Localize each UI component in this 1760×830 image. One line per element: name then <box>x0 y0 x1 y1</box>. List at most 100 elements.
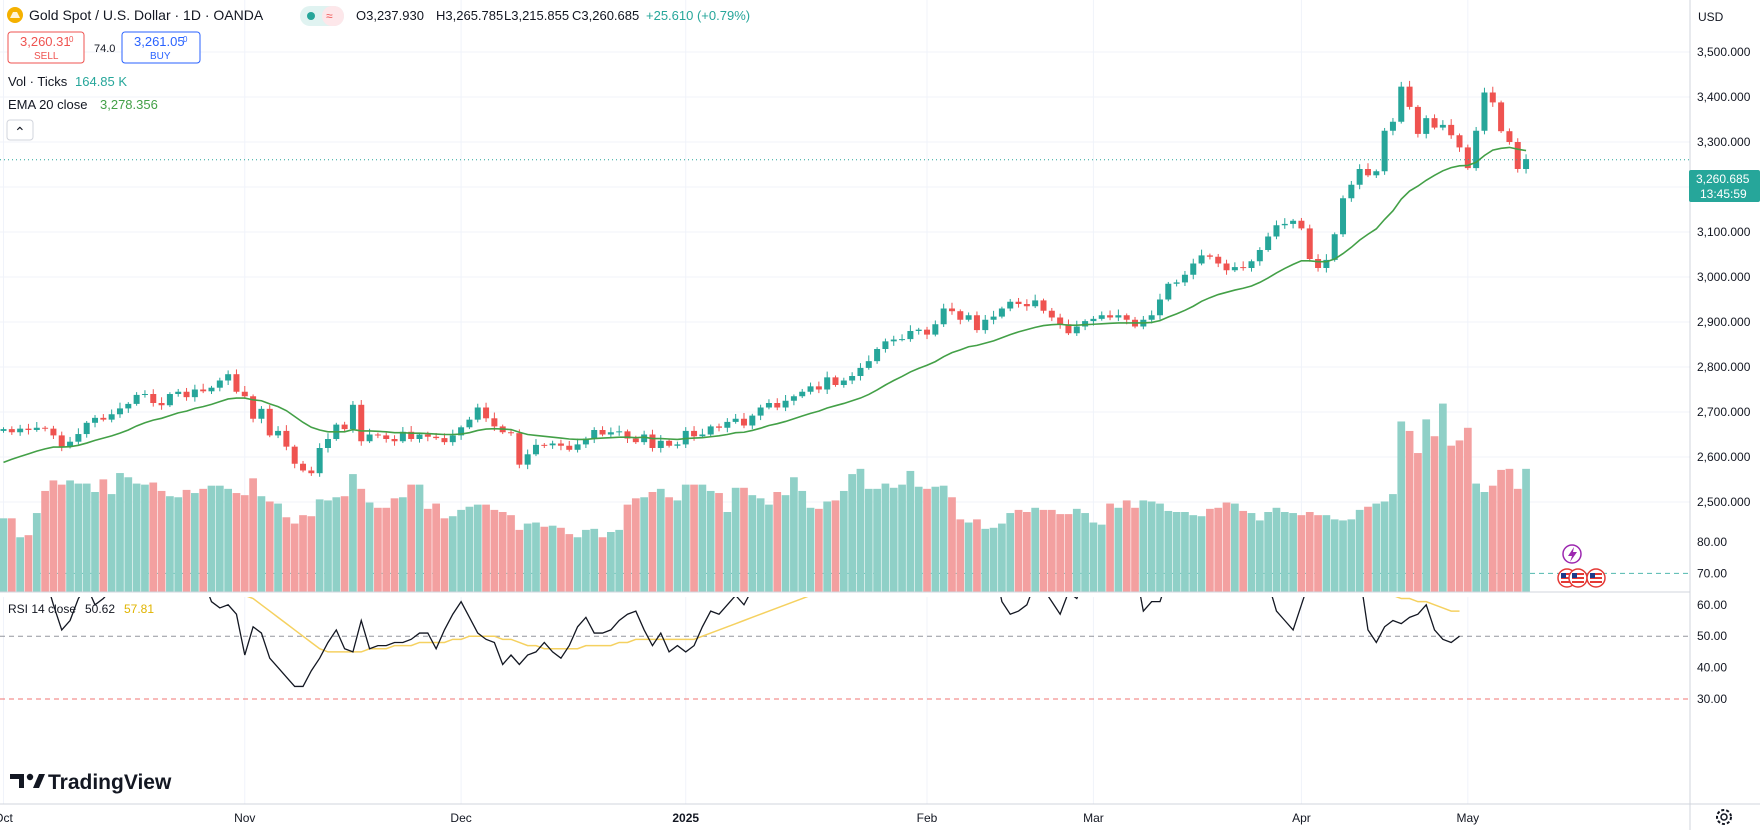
candle-up[interactable] <box>1348 180 1355 202</box>
candle-down[interactable] <box>266 405 273 438</box>
candle-down[interactable] <box>150 389 157 407</box>
candle-up[interactable] <box>116 402 123 418</box>
candle-down[interactable] <box>948 302 955 315</box>
candle-down[interactable] <box>1456 133 1463 152</box>
candle-up[interactable] <box>799 388 806 399</box>
candle-down[interactable] <box>25 423 32 435</box>
candle-up[interactable] <box>1473 126 1480 171</box>
candle-down[interactable] <box>815 381 822 394</box>
candle-up[interactable] <box>1331 232 1338 262</box>
candle-up[interactable] <box>591 427 598 444</box>
candle-up[interactable] <box>857 363 864 381</box>
candle-down[interactable] <box>1215 253 1222 268</box>
candle-up[interactable] <box>1198 249 1205 266</box>
candle-up[interactable] <box>1323 254 1330 273</box>
candle-down[interactable] <box>8 426 15 435</box>
candle-up[interactable] <box>316 443 323 477</box>
candle-down[interactable] <box>1514 138 1521 173</box>
candle-up[interactable] <box>1281 218 1288 229</box>
candle-down[interactable] <box>233 369 240 394</box>
candle-up[interactable] <box>899 334 906 342</box>
candle-down[interactable] <box>241 385 248 399</box>
candle-up[interactable] <box>1148 310 1155 324</box>
candle-up[interactable] <box>574 438 581 453</box>
candle-up[interactable] <box>682 427 689 448</box>
candle-down[interactable] <box>649 429 656 452</box>
candle-up[interactable] <box>907 325 914 342</box>
candle-up[interactable] <box>699 428 706 439</box>
candle-up[interactable] <box>607 427 614 438</box>
tradingview-watermark[interactable]: TradingView <box>10 771 172 794</box>
candle-up[interactable] <box>349 401 356 433</box>
candle-down[interactable] <box>483 402 490 422</box>
candle-down[interactable] <box>1448 119 1455 139</box>
candle-down[interactable] <box>1023 299 1030 311</box>
candle-up[interactable] <box>1481 87 1488 135</box>
candle-down[interactable] <box>391 435 398 446</box>
candle-up[interactable] <box>582 436 589 448</box>
candle-up[interactable] <box>890 335 897 346</box>
candle-down[interactable] <box>508 429 515 436</box>
candle-down[interactable] <box>308 466 315 476</box>
candle-down[interactable] <box>58 431 65 452</box>
us-flag-icon[interactable] <box>1568 568 1588 588</box>
candle-up[interactable] <box>807 382 814 395</box>
candle-up[interactable] <box>92 415 99 428</box>
candle-down[interactable] <box>1414 105 1421 138</box>
candle-down[interactable] <box>1223 259 1230 275</box>
candle-up[interactable] <box>1523 154 1530 174</box>
candle-up[interactable] <box>932 320 939 337</box>
candle-up[interactable] <box>75 428 82 445</box>
candle-down[interactable] <box>599 426 606 437</box>
candlesticks[interactable] <box>0 80 1530 477</box>
candle-down[interactable] <box>1107 310 1114 321</box>
candle-up[interactable] <box>840 377 847 388</box>
candle-up[interactable] <box>125 402 132 413</box>
candle-up[interactable] <box>1007 298 1014 312</box>
candle-down[interactable] <box>716 423 723 432</box>
candle-up[interactable] <box>915 327 922 335</box>
market-status-icon[interactable]: ≈ <box>300 6 344 26</box>
sell-button[interactable]: 3,260.31 0 SELL <box>7 31 85 64</box>
candle-up[interactable] <box>1248 259 1255 272</box>
candle-up[interactable] <box>1173 279 1180 287</box>
candle-up[interactable] <box>1398 81 1405 124</box>
candle-down[interactable] <box>957 309 964 325</box>
candle-up[interactable] <box>416 432 423 443</box>
candle-down[interactable] <box>1498 100 1505 133</box>
candle-up[interactable] <box>474 403 481 423</box>
candle-up[interactable] <box>749 413 756 430</box>
candle-up[interactable] <box>1190 258 1197 280</box>
candle-up[interactable] <box>458 425 465 440</box>
candle-down[interactable] <box>666 439 673 448</box>
candle-up[interactable] <box>1273 220 1280 240</box>
candle-up[interactable] <box>1423 115 1430 139</box>
candle-down[interactable] <box>341 421 348 432</box>
candle-up[interactable] <box>1098 311 1105 321</box>
candle-down[interactable] <box>158 397 165 410</box>
candle-down[interactable] <box>383 432 390 443</box>
candle-down[interactable] <box>541 443 548 448</box>
us-flag-icon[interactable] <box>1586 568 1606 588</box>
symbol-legend[interactable]: Gold Spot / U.S. Dollar · 1D · OANDA ≈ O… <box>7 6 750 26</box>
candle-up[interactable] <box>108 409 115 423</box>
candle-down[interactable] <box>1364 163 1371 178</box>
candle-down[interactable] <box>42 425 49 432</box>
candle-up[interactable] <box>1381 127 1388 175</box>
candle-down[interactable] <box>774 398 781 411</box>
candle-up[interactable] <box>757 404 764 421</box>
candle-down[interactable] <box>183 387 190 401</box>
candle-up[interactable] <box>141 390 148 398</box>
candle-up[interactable] <box>1356 164 1363 190</box>
candle-up[interactable] <box>990 310 997 325</box>
candle-up[interactable] <box>449 429 456 446</box>
candle-up[interactable] <box>824 371 831 394</box>
candle-down[interactable] <box>1298 217 1305 231</box>
rsi-axis[interactable]: 30.00 40.00 50.00 60.00 70.00 80.00 <box>1697 535 1727 706</box>
candle-up[interactable] <box>1256 247 1263 266</box>
candle-up[interactable] <box>225 370 232 385</box>
candle-up[interactable] <box>1073 320 1080 336</box>
candle-down[interactable] <box>1057 313 1064 329</box>
candle-up[interactable] <box>674 441 681 449</box>
